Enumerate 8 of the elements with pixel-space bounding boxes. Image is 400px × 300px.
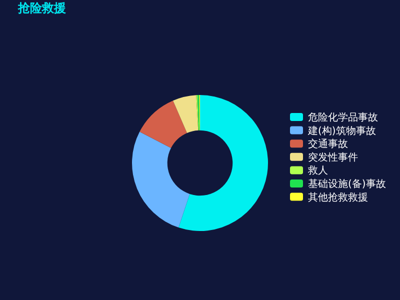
- legend-label: 交通事故: [308, 138, 348, 150]
- chart-title: 抢险救援: [17, 1, 67, 15]
- legend-label: 危险化学品事故: [308, 112, 378, 124]
- legend-label: 突发性事件: [308, 151, 358, 164]
- legend-label: 其他抢救救援: [308, 191, 368, 204]
- legend-label: 基础设施(备)事故: [308, 178, 386, 190]
- legend-label: 建(构)筑物事故: [307, 124, 376, 137]
- legend-label: 救人: [307, 164, 328, 177]
